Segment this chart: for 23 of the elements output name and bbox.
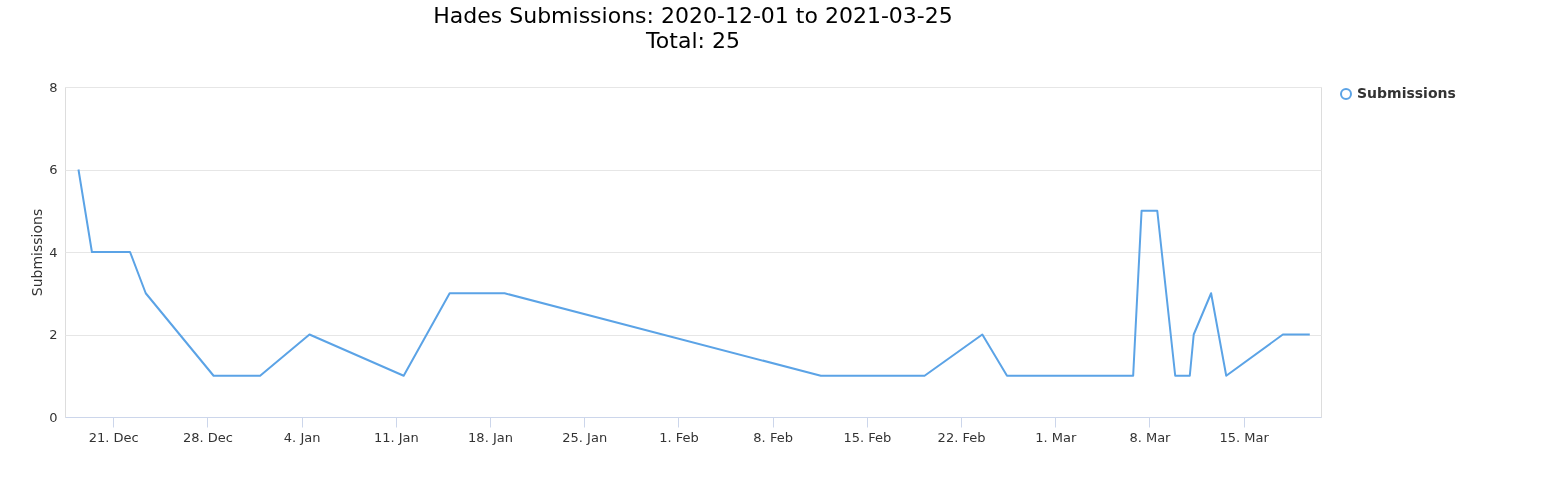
y-tick-label: 0	[49, 409, 58, 425]
x-tick-label: 18. Jan	[468, 429, 513, 445]
x-tick-label: 15. Mar	[1219, 429, 1270, 445]
x-tick-label: 22. Feb	[937, 429, 986, 445]
x-tick-label: 11. Jan	[373, 429, 419, 445]
x-tick-label: 4. Jan	[283, 429, 321, 445]
chart-subtitle: Total: 25	[645, 28, 740, 53]
x-tick-label: 25. Jan	[562, 429, 608, 445]
x-tick-label: 8. Mar	[1129, 429, 1172, 445]
x-tick-label: 15. Feb	[843, 429, 892, 445]
y-axis-title: Submissions	[29, 208, 46, 297]
x-tick-label: 21. Dec	[88, 429, 139, 445]
line-series	[77, 168, 1311, 377]
y-tick-label: 4	[49, 244, 58, 260]
x-tick-label: 28. Dec	[182, 429, 233, 445]
x-tick-label: 8. Feb	[753, 429, 793, 445]
chart-title: Hades Submissions: 2020-12-01 to 2021-03-25	[433, 3, 953, 28]
y-tick-label: 6	[49, 162, 58, 177]
x-tick-label: 1. Feb	[659, 429, 699, 445]
y-tick-label: 2	[49, 327, 58, 342]
legend-label: Submissions	[1357, 85, 1456, 101]
x-tick-label: 1. Mar	[1035, 429, 1077, 445]
y-tick-label: 8	[49, 79, 58, 95]
